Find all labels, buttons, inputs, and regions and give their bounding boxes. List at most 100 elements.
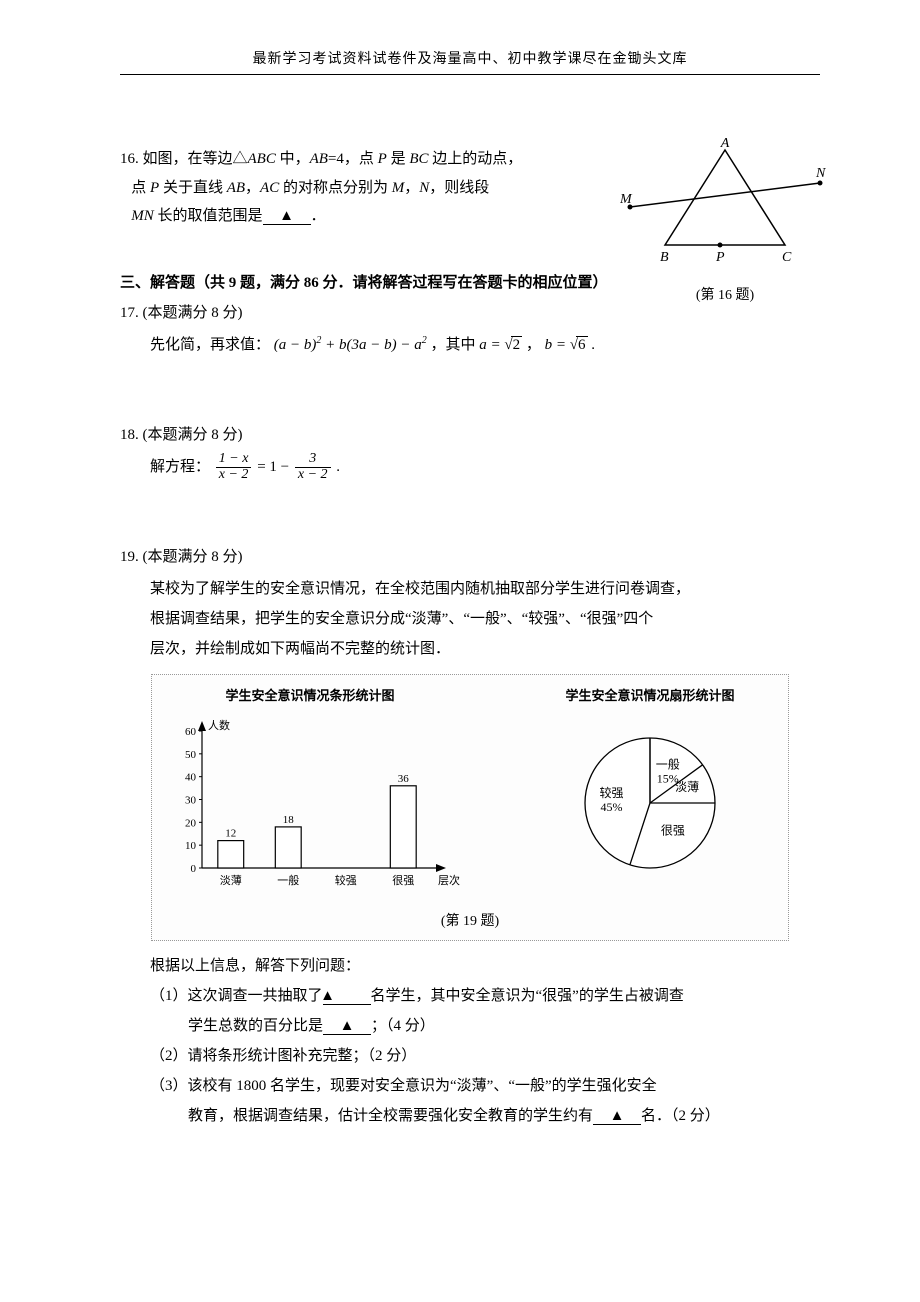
text: ，则线段 xyxy=(429,180,489,196)
figure-caption: (第 16 题) xyxy=(620,284,830,304)
text: 2 xyxy=(422,335,427,346)
question-18: 18. (本题满分 8 分) 解方程： 1 − x x − 2 = 1 − 3 … xyxy=(120,420,820,483)
text: 根据调查结果，把学生的安全意识分成“淡薄”、“一般”、“较强”、“很强”四个 xyxy=(150,604,820,634)
svg-text:A: A xyxy=(720,136,730,151)
fill-blank[interactable]: ▲ xyxy=(593,1109,641,1125)
text: AC xyxy=(260,180,279,196)
svg-text:很强: 很强 xyxy=(392,873,414,887)
pie-chart-title: 学生安全意识情况扇形统计图 xyxy=(520,683,780,709)
text: ． xyxy=(311,208,326,224)
text: 6 xyxy=(576,336,588,353)
pie-chart-svg: 一般15%淡薄很强较强45% xyxy=(550,713,750,883)
text: （2）请将条形统计图补充完整；（2 分） xyxy=(150,1041,820,1071)
text: P xyxy=(378,151,387,167)
text: ；（4 分） xyxy=(371,1018,435,1034)
text: M xyxy=(392,180,405,196)
expression: (a − b)2 + b(3a − b) − a2 xyxy=(274,337,431,353)
text: = 1 − xyxy=(257,459,293,475)
svg-text:较强: 较强 xyxy=(335,873,357,887)
svg-text:30: 30 xyxy=(185,795,197,807)
text: a = xyxy=(479,337,504,353)
text: 是 xyxy=(387,151,410,167)
text: N xyxy=(419,180,429,196)
text: MN xyxy=(131,208,154,224)
svg-text:一般: 一般 xyxy=(277,874,299,887)
text: 点 xyxy=(131,180,150,196)
text: P xyxy=(150,180,159,196)
text: 1 − x xyxy=(216,452,252,467)
page-header: 最新学习考试资料试卷件及海量高中、初中教学课尽在金锄头文库 xyxy=(120,48,820,75)
svg-text:C: C xyxy=(782,250,792,265)
q19-figures: 学生安全意识情况条形统计图 0102030405060人数层次12淡薄18一般较… xyxy=(151,674,789,941)
text: AB xyxy=(227,180,245,196)
text: 边上的动点， xyxy=(429,151,523,167)
svg-text:0: 0 xyxy=(191,863,197,875)
q16-figure: A B C P M N (第 16 题) xyxy=(620,135,830,304)
svg-text:淡薄: 淡薄 xyxy=(220,873,242,887)
bar-chart: 学生安全意识情况条形统计图 0 10 20 30 40 50 60 人数层次 12 淡薄 18 一般 较… xyxy=(160,683,460,904)
svg-text:M: M xyxy=(620,192,633,207)
text: ABC xyxy=(248,151,276,167)
text: ， xyxy=(526,337,541,353)
text: 学生总数的百分比是 xyxy=(188,1018,323,1034)
text: (a − b) xyxy=(274,337,317,353)
text: （1）这次调查一共抽取了 xyxy=(150,988,323,1004)
text: 某校为了解学生的安全意识情况，在全校范围内随机抽取部分学生进行问卷调查， xyxy=(150,574,820,604)
text: =4，点 xyxy=(328,151,378,167)
svg-text:60: 60 xyxy=(185,726,197,738)
svg-text:N: N xyxy=(815,166,826,181)
text: 3 xyxy=(295,452,331,467)
svg-text:P: P xyxy=(715,250,725,265)
svg-text:较强: 较强 xyxy=(599,785,623,800)
figure-caption: (第 19 题) xyxy=(160,908,780,936)
text: 长的取值范围是 xyxy=(154,208,263,224)
text: 的对称点分别为 xyxy=(279,180,392,196)
text: . xyxy=(336,459,340,475)
svg-text:很强: 很强 xyxy=(661,824,685,838)
text: 根据以上信息，解答下列问题： xyxy=(150,951,820,981)
question-19: 19. (本题满分 8 分) 某校为了解学生的安全意识情况，在全校范围内随机抽取… xyxy=(120,542,820,1131)
text: 关于直线 xyxy=(159,180,227,196)
text: 层次，并绘制成如下两幅尚不完整的统计图． xyxy=(150,634,820,664)
svg-text:50: 50 xyxy=(185,749,197,761)
text: ， xyxy=(404,180,419,196)
fill-blank[interactable]: ▲ xyxy=(323,989,371,1005)
text: BC xyxy=(409,151,428,167)
fraction: 3 x − 2 xyxy=(295,452,331,482)
text: （3）该校有 1800 名学生，现要对安全意识为“淡薄”、“一般”的学生强化安全 xyxy=(150,1078,657,1094)
svg-text:36: 36 xyxy=(398,773,410,785)
svg-text:45%: 45% xyxy=(600,800,622,814)
question-16: 16. 如图，在等边△ABC 中，AB=4，点 P 是 BC 边上的动点， 点 … xyxy=(120,145,820,231)
fill-blank[interactable]: ▲ xyxy=(323,1019,371,1035)
svg-text:18: 18 xyxy=(283,814,295,826)
text: 先化简，再求值： xyxy=(150,337,270,353)
svg-text:淡薄: 淡薄 xyxy=(675,779,699,794)
svg-text:10: 10 xyxy=(185,840,197,852)
svg-text:人数: 人数 xyxy=(208,719,230,732)
q16-num: 16. xyxy=(120,151,139,167)
text: x − 2 xyxy=(295,467,331,483)
text: 解方程： xyxy=(150,459,210,475)
svg-text:20: 20 xyxy=(185,818,197,830)
bar-chart-svg: 0 10 20 30 40 50 60 人数层次 12 淡薄 18 一般 较强 36 很强 xyxy=(160,713,460,893)
fraction: 1 − x x − 2 xyxy=(216,452,252,482)
text: 2 xyxy=(511,336,523,353)
text: 中， xyxy=(276,151,310,167)
svg-text:B: B xyxy=(660,250,669,265)
text: 名学生，其中安全意识为“很强”的学生占被调查 xyxy=(371,988,684,1004)
fill-blank[interactable]: ▲ xyxy=(263,209,311,225)
q19-head: 19. (本题满分 8 分) xyxy=(120,542,820,572)
text: AB xyxy=(310,151,328,167)
text: b = xyxy=(545,337,570,353)
bar-chart-title: 学生安全意识情况条形统计图 xyxy=(160,683,460,709)
svg-text:40: 40 xyxy=(185,772,197,784)
text: ，其中 xyxy=(431,337,480,353)
svg-text:层次: 层次 xyxy=(438,873,460,887)
text: 如图，在等边△ xyxy=(143,151,248,167)
svg-text:一般: 一般 xyxy=(656,757,680,772)
svg-text:12: 12 xyxy=(225,828,236,840)
text: x − 2 xyxy=(216,467,252,483)
text: . xyxy=(591,337,595,353)
question-17: 17. (本题满分 8 分) 先化简，再求值： (a − b)2 + b(3a … xyxy=(120,298,820,360)
text: ， xyxy=(245,180,260,196)
